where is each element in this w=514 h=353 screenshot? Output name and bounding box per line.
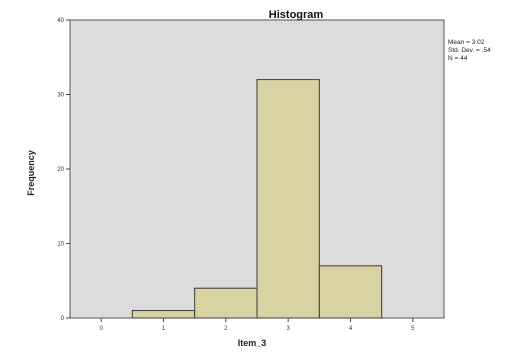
- y-axis-ticks: 0 10 20 30 40: [57, 18, 70, 322]
- y-axis-label: Frequency: [26, 150, 36, 196]
- histogram-bar: [194, 287, 258, 319]
- histogram-bar: [131, 310, 196, 319]
- y-tick-label: 20: [57, 167, 64, 173]
- bars-group: [131, 79, 383, 319]
- y-tick-label: 30: [57, 93, 64, 99]
- x-tick-label: 1: [162, 326, 166, 332]
- stats-mean: Mean = 3.02: [448, 39, 485, 46]
- x-tick-label: 3: [286, 326, 290, 332]
- stats-box: Mean = 3.02 Std. Dev. = .54 N = 44: [448, 39, 491, 62]
- x-tick-label: 2: [224, 326, 228, 332]
- stats-std-dev: Std. Dev. = .54: [448, 47, 491, 54]
- y-tick-label: 0: [61, 316, 65, 322]
- x-axis-label: Item_3: [238, 338, 267, 348]
- histogram-bar: [256, 79, 320, 319]
- x-axis-ticks: 0 1 2 3 4 5: [99, 318, 415, 332]
- histogram-bar: [318, 265, 383, 319]
- x-tick-label: 0: [99, 326, 103, 332]
- chart-title: Histogram: [269, 9, 324, 21]
- stats-n: N = 44: [448, 55, 468, 62]
- y-tick-label: 10: [57, 242, 64, 248]
- x-tick-label: 5: [411, 326, 415, 332]
- y-tick-label: 40: [57, 18, 64, 24]
- x-tick-label: 4: [349, 326, 353, 332]
